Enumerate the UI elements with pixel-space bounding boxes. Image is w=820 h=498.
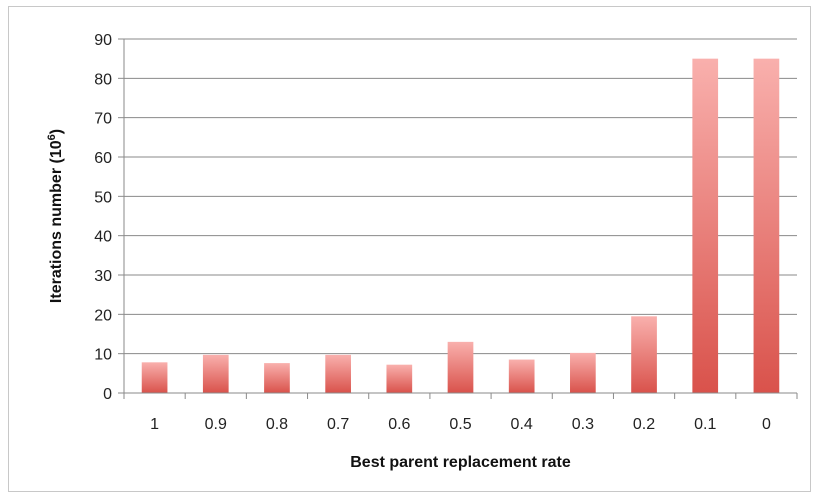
bar-0.4 [508, 359, 535, 393]
bar-0.6 [386, 364, 413, 393]
bar-0.8 [264, 363, 290, 393]
y-tick-label: 60 [94, 150, 112, 167]
gridlines [124, 38, 797, 355]
y-tick-label: 0 [103, 386, 112, 403]
bar-0.9 [202, 354, 229, 393]
x-axis-title: Best parent replacement rate [350, 454, 571, 471]
y-tick-label: 10 [94, 347, 112, 364]
bars [141, 58, 780, 394]
y-tick-label: 80 [94, 71, 112, 88]
x-tick-label: 0.3 [572, 416, 594, 433]
x-tick-label: 0.7 [327, 416, 349, 433]
y-axis-title: Iterations number (106) [46, 129, 65, 303]
bar-1 [141, 362, 168, 393]
axes [123, 39, 797, 394]
x-tick-label: 1 [150, 416, 159, 433]
x-tick-label: 0 [762, 416, 771, 433]
x-tick-label: 0.5 [449, 416, 471, 433]
chart-frame: 0 10 20 30 40 50 60 70 80 90 1 0.9 0.8 0.7 0.6 0.5 0.4 0… [8, 6, 811, 492]
bar-0.1 [692, 58, 719, 394]
y-tick-label: 50 [94, 189, 112, 206]
y-tick-label: 20 [94, 307, 112, 324]
bar-0.7 [325, 354, 351, 393]
y-tick-label: 30 [94, 268, 112, 285]
y-tick-label: 40 [94, 229, 112, 246]
x-tick-label: 0.8 [266, 416, 288, 433]
x-tick-label: 0.4 [511, 416, 533, 433]
y-axis-title-suffix: ) [48, 129, 65, 134]
bar-0.2 [631, 316, 657, 393]
y-axis-title-superscript: 6 [46, 134, 58, 140]
y-tick-label: 70 [94, 111, 112, 128]
bar-0.3 [570, 352, 596, 393]
x-tick-label: 0.6 [388, 416, 410, 433]
bar-0 [753, 58, 780, 394]
y-tick-label: 90 [94, 32, 112, 49]
x-tick-labels: 1 0.9 0.8 0.7 0.6 0.5 0.4 0.3 0.2 0.1 0 [123, 393, 798, 433]
y-tick-labels: 0 10 20 30 40 50 60 70 80 90 [94, 32, 124, 403]
y-axis-title-base: Iterations number (10 [48, 140, 65, 303]
x-tick-label: 0.2 [633, 416, 655, 433]
x-tick-label: 0.1 [694, 416, 716, 433]
bar-0.5 [447, 341, 474, 393]
x-tick-label: 0.9 [205, 416, 227, 433]
